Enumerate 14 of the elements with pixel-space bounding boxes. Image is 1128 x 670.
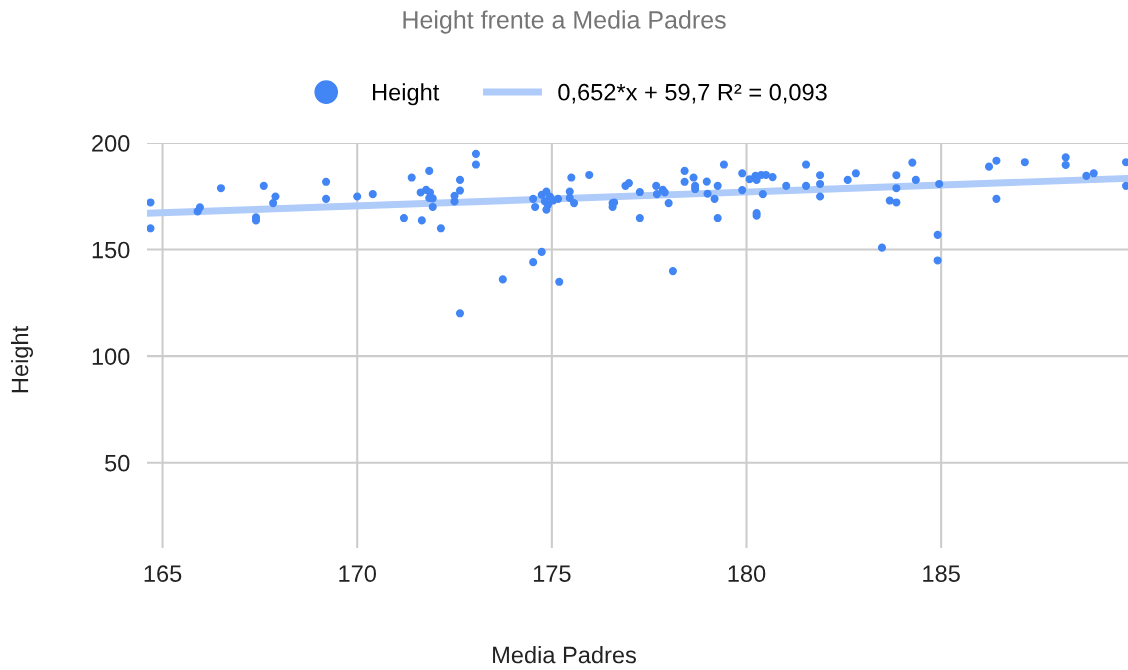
x-tick-label: 165 xyxy=(144,565,182,583)
x-tick-label: 175 xyxy=(533,565,571,583)
y-tick-label: 50 xyxy=(105,454,130,472)
legend-label: Height xyxy=(373,83,440,106)
legend-label: 0,652*x + 59,7 R² = 0,093 xyxy=(558,83,827,104)
x-tick-label: 180 xyxy=(728,565,766,583)
x-tick-label: 185 xyxy=(923,565,960,583)
x-tick-label: 170 xyxy=(339,565,376,583)
y-tick-label: 150 xyxy=(92,241,130,259)
x-axis-title: Media Padres xyxy=(493,645,636,664)
y-axis-title: Height xyxy=(11,326,34,393)
y-tick-label: 100 xyxy=(92,348,130,365)
chart-title: Height frente a Media Padres xyxy=(403,10,726,34)
y-tick-label: 200 xyxy=(92,135,130,152)
